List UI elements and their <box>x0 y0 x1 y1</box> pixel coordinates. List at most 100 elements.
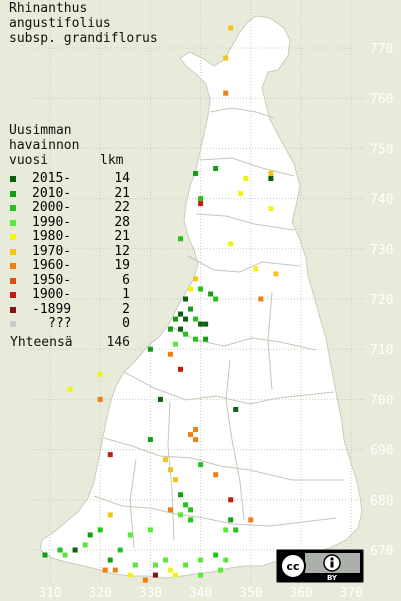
observation-square <box>198 201 204 207</box>
observation-square <box>183 562 189 568</box>
observation-square <box>167 467 173 473</box>
legend-swatch <box>10 292 16 298</box>
observation-square <box>213 552 219 558</box>
observation-square <box>147 527 153 533</box>
observation-square <box>268 176 274 182</box>
observation-square <box>178 512 184 518</box>
observation-square <box>72 547 78 553</box>
observation-square <box>112 567 118 573</box>
observation-square <box>178 492 184 498</box>
observation-square <box>218 567 224 573</box>
observation-square <box>188 306 194 312</box>
legend-total-label: Yhteensä <box>10 335 73 350</box>
legend-item-count: 19 <box>114 258 130 273</box>
observation-square <box>233 406 239 412</box>
legend-swatch <box>10 277 16 284</box>
legend-item-count: 12 <box>114 243 130 259</box>
species-title-line3: subsp. grandiflorus <box>9 31 158 46</box>
observation-square <box>193 437 199 443</box>
observation-square <box>253 266 259 272</box>
legend-item-label: 1980- <box>32 229 72 244</box>
observation-square <box>223 557 229 563</box>
observation-square <box>152 562 158 568</box>
y-tick-label: 690 <box>370 444 393 459</box>
observation-square <box>203 321 209 327</box>
legend-item: 2015- 14 <box>10 172 130 186</box>
x-tick-label: 350 <box>239 586 262 601</box>
y-tick-label: 670 <box>370 544 393 559</box>
legend-item: 2000- 22 <box>10 201 130 215</box>
observation-square <box>198 557 204 563</box>
observation-square <box>198 462 204 468</box>
legend-swatch <box>10 306 16 313</box>
observation-square <box>223 55 229 61</box>
legend-swatch <box>10 190 16 197</box>
observation-square <box>178 311 184 317</box>
observation-square <box>223 527 229 533</box>
legend-item-label: ??? <box>48 316 72 331</box>
observation-square <box>268 171 274 176</box>
legend-item-label: 1970- <box>32 243 72 259</box>
legend-total-count: 146 <box>106 335 130 350</box>
observation-square <box>152 572 158 578</box>
observation-square <box>173 341 178 347</box>
legend-item-label: 2010- <box>32 185 72 201</box>
observation-square <box>198 321 204 327</box>
y-tick-label: 760 <box>370 92 393 107</box>
observation-square <box>183 331 189 337</box>
legend-item-count: 1 <box>122 287 130 302</box>
legend-header-line2: havainnon <box>9 138 80 153</box>
observation-square <box>208 291 214 297</box>
observation-square <box>167 507 173 513</box>
legend-item-count: 6 <box>122 272 130 288</box>
legend-item: 1980- 21 <box>10 230 130 244</box>
legend-item-count: 14 <box>114 171 130 186</box>
observation-square <box>67 386 73 392</box>
legend-item-label: 1950- <box>32 272 72 288</box>
legend-item-count: 22 <box>114 200 130 215</box>
legend-item: 1950- 6 <box>10 272 130 288</box>
observation-square <box>198 196 204 202</box>
observation-square <box>213 472 219 478</box>
observation-square <box>107 452 113 458</box>
observation-square <box>97 396 103 402</box>
observation-square <box>188 286 194 292</box>
legend-swatch <box>10 248 16 255</box>
x-tick-label: 320 <box>88 586 111 601</box>
legend-item-count: 0 <box>122 316 130 331</box>
observation-square <box>203 336 209 342</box>
observation-square <box>117 547 123 553</box>
legend-swatch <box>10 321 16 327</box>
legend-item-label: -1899 <box>32 301 72 317</box>
observation-square <box>193 276 199 282</box>
axis-ticks: 310 320 330 340 350 360 370 770 760 750 740 730 720 7… <box>38 42 393 601</box>
observation-square <box>162 557 168 563</box>
observation-square <box>183 316 189 322</box>
legend-item: 1970- 12 <box>10 243 130 259</box>
legend-header-line1: Uusimman <box>9 123 72 138</box>
observation-square <box>173 477 178 483</box>
legend-item: 1900- 1 <box>10 288 130 302</box>
observation-square <box>228 517 234 523</box>
x-tick-label: 370 <box>339 586 362 601</box>
observation-square <box>102 567 108 573</box>
observation-square <box>157 396 163 402</box>
observation-square <box>198 286 204 292</box>
y-tick-label: 750 <box>370 142 393 157</box>
legend-item: 1960- 19 <box>10 259 130 273</box>
observation-square <box>147 346 153 352</box>
legend-item-label: 2015- <box>32 171 72 186</box>
observation-square <box>87 532 93 538</box>
observation-square <box>213 296 219 302</box>
cc-by-license-badge[interactable]: cc BY <box>276 549 364 583</box>
observation-square <box>173 572 178 578</box>
observation-square <box>167 567 173 573</box>
observation-square <box>178 326 184 332</box>
legend-swatch <box>10 263 16 269</box>
observation-square <box>188 517 194 523</box>
x-tick-label: 360 <box>289 586 312 601</box>
legend-item-count: 28 <box>114 214 130 230</box>
observation-square <box>167 351 173 357</box>
observation-square <box>228 25 234 31</box>
